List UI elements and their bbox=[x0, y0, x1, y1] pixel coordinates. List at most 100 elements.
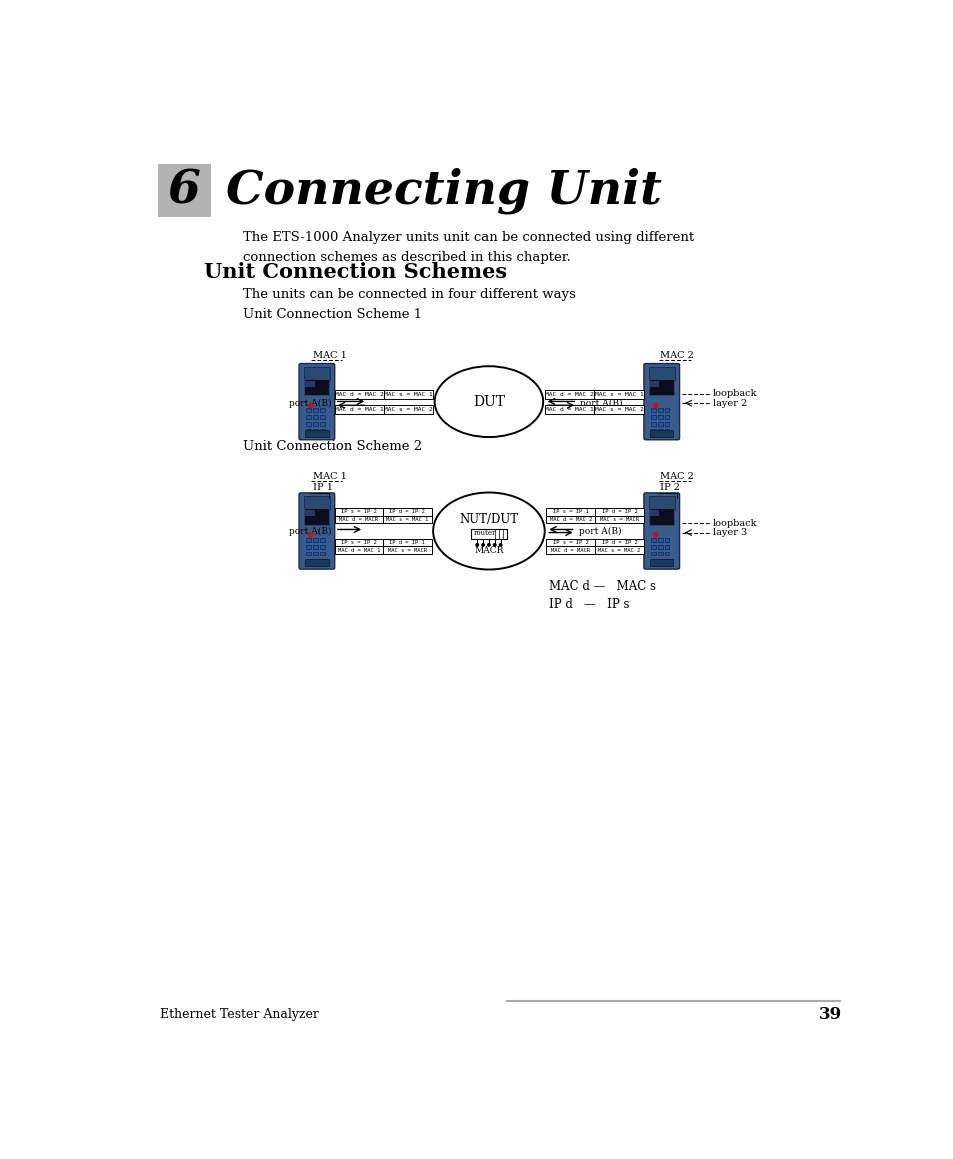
Bar bbox=[664, 545, 669, 548]
Text: IP s = IP 2: IP s = IP 2 bbox=[552, 540, 588, 545]
Bar bbox=[313, 422, 317, 427]
Bar bbox=[335, 404, 383, 414]
Text: MAC 1: MAC 1 bbox=[313, 351, 347, 359]
Bar bbox=[319, 538, 324, 541]
Bar bbox=[303, 496, 330, 510]
Text: loopback: loopback bbox=[712, 389, 757, 399]
Bar bbox=[648, 496, 674, 510]
Text: layer 2: layer 2 bbox=[712, 399, 746, 408]
Bar bbox=[305, 559, 328, 566]
Bar bbox=[306, 559, 311, 562]
Bar bbox=[546, 516, 595, 524]
Bar bbox=[658, 545, 661, 548]
Bar bbox=[306, 415, 311, 420]
Bar bbox=[319, 408, 324, 413]
Bar bbox=[335, 389, 383, 399]
Text: IP d = IP 1: IP d = IP 1 bbox=[389, 540, 425, 545]
Text: port A(B): port A(B) bbox=[579, 399, 622, 408]
Text: MAC d = MAC 2: MAC d = MAC 2 bbox=[549, 517, 591, 522]
Text: IP s = IP 2: IP s = IP 2 bbox=[340, 540, 376, 545]
Circle shape bbox=[308, 403, 313, 408]
Text: 39: 39 bbox=[818, 1006, 841, 1023]
Bar bbox=[304, 508, 329, 525]
Bar bbox=[306, 422, 311, 427]
Text: port A(B): port A(B) bbox=[289, 526, 332, 535]
Text: MAC s = MAC 1: MAC s = MAC 1 bbox=[386, 517, 428, 522]
Bar bbox=[306, 545, 311, 548]
Circle shape bbox=[493, 544, 496, 546]
FancyBboxPatch shape bbox=[643, 493, 679, 569]
Text: IP d = IP 2: IP d = IP 2 bbox=[601, 509, 637, 515]
Bar bbox=[544, 389, 594, 399]
Bar bbox=[664, 422, 669, 427]
Bar bbox=[335, 546, 383, 554]
Bar bbox=[595, 539, 643, 546]
Text: MAC s = MAC 1: MAC s = MAC 1 bbox=[384, 392, 433, 396]
Bar bbox=[383, 539, 431, 546]
Bar bbox=[319, 552, 324, 555]
Bar bbox=[313, 552, 317, 555]
Bar bbox=[648, 366, 674, 380]
Text: Unit Connection Scheme 1: Unit Connection Scheme 1 bbox=[243, 307, 422, 321]
Bar bbox=[649, 559, 673, 566]
Circle shape bbox=[481, 544, 484, 546]
Bar bbox=[313, 415, 317, 420]
Text: MAC s = MAC 2: MAC s = MAC 2 bbox=[598, 548, 640, 553]
Bar bbox=[313, 545, 317, 548]
Bar bbox=[546, 508, 595, 516]
Text: port A(B): port A(B) bbox=[578, 526, 620, 535]
Text: Connecting Unit: Connecting Unit bbox=[226, 167, 661, 214]
Text: IP d = IP 2: IP d = IP 2 bbox=[389, 509, 425, 515]
Bar bbox=[544, 404, 594, 414]
Bar bbox=[650, 415, 655, 420]
Ellipse shape bbox=[433, 493, 544, 569]
Bar bbox=[313, 538, 317, 541]
Bar bbox=[306, 538, 311, 541]
Text: router: router bbox=[474, 530, 496, 538]
Bar bbox=[383, 389, 433, 399]
Text: MAC 1: MAC 1 bbox=[313, 472, 347, 481]
Bar bbox=[664, 559, 669, 562]
Text: MAC d —   MAC s: MAC d — MAC s bbox=[549, 580, 656, 593]
Bar bbox=[594, 404, 643, 414]
Bar bbox=[303, 366, 330, 380]
FancyBboxPatch shape bbox=[298, 493, 335, 569]
Text: Ethernet Tester Analyzer: Ethernet Tester Analyzer bbox=[159, 1008, 318, 1021]
Text: layer 3: layer 3 bbox=[712, 529, 746, 537]
Text: IP d = IP 2: IP d = IP 2 bbox=[601, 540, 637, 545]
Text: MAC s = MAC 1: MAC s = MAC 1 bbox=[594, 392, 643, 396]
Bar bbox=[335, 539, 383, 546]
Text: MAC d = MACR: MAC d = MACR bbox=[339, 517, 378, 522]
Circle shape bbox=[308, 533, 313, 537]
Bar bbox=[306, 552, 311, 555]
Bar bbox=[650, 559, 655, 562]
Text: MAC 2: MAC 2 bbox=[659, 351, 694, 359]
Circle shape bbox=[653, 533, 657, 537]
Bar bbox=[319, 545, 324, 548]
Text: IP s = IP 1: IP s = IP 1 bbox=[552, 509, 588, 515]
Bar bbox=[664, 429, 669, 433]
Bar bbox=[658, 408, 661, 413]
Bar bbox=[595, 546, 643, 554]
Bar bbox=[658, 559, 661, 562]
Bar bbox=[319, 559, 324, 562]
Bar bbox=[305, 381, 314, 387]
Bar bbox=[664, 408, 669, 413]
Text: MAC s = MACR: MAC s = MACR bbox=[388, 548, 426, 553]
Text: IP 1: IP 1 bbox=[313, 483, 333, 493]
Circle shape bbox=[487, 544, 490, 546]
Text: MAC d = MAC 1: MAC d = MAC 1 bbox=[544, 407, 594, 411]
Bar bbox=[650, 552, 655, 555]
Circle shape bbox=[476, 544, 478, 546]
Bar bbox=[650, 538, 655, 541]
Bar bbox=[304, 379, 329, 395]
Bar bbox=[658, 552, 661, 555]
Bar bbox=[546, 546, 595, 554]
Bar bbox=[595, 508, 643, 516]
Bar bbox=[664, 538, 669, 541]
Bar bbox=[650, 408, 655, 413]
FancyBboxPatch shape bbox=[643, 364, 679, 439]
Bar bbox=[158, 165, 211, 217]
Bar bbox=[305, 510, 314, 517]
Bar bbox=[649, 379, 674, 395]
